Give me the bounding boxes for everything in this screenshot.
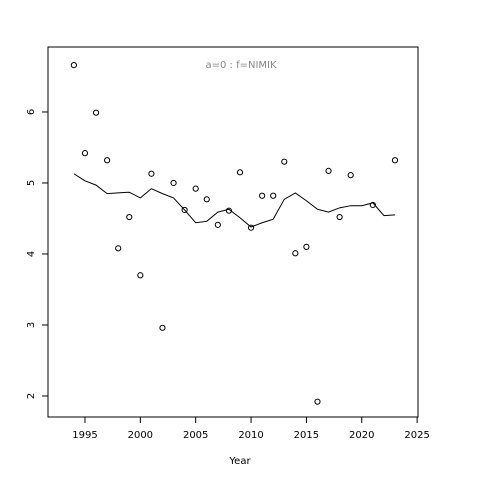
x-tick-label: 2005 [183, 430, 208, 441]
point [104, 157, 111, 164]
point [270, 192, 277, 199]
y-tick-label: 2 [26, 393, 37, 399]
x-tick-label: 2015 [294, 430, 319, 441]
y-tick-label: 5 [26, 180, 37, 186]
point [214, 221, 221, 228]
point [115, 245, 122, 252]
x-tick-label: 2020 [349, 430, 374, 441]
point [192, 185, 199, 192]
y-tick-label: 3 [26, 322, 37, 328]
point [247, 224, 255, 231]
x-tick-label: 2010 [238, 430, 263, 441]
point [92, 109, 100, 116]
point [126, 213, 133, 221]
point [314, 398, 321, 405]
point [81, 150, 89, 157]
point [347, 172, 354, 179]
x-tick-label: 1995 [72, 430, 97, 441]
plot-frame [47, 46, 419, 418]
point [70, 62, 78, 69]
point [148, 170, 155, 177]
y-tick-label: 4 [26, 251, 37, 257]
point [181, 206, 188, 214]
point [336, 213, 343, 221]
point [159, 324, 166, 331]
point [137, 272, 144, 279]
point [281, 158, 288, 165]
x-tick-label: 2025 [404, 430, 429, 441]
y-tick-label: 6 [26, 109, 37, 115]
point [303, 243, 310, 250]
point [203, 196, 210, 203]
point [259, 192, 266, 199]
point [292, 250, 299, 257]
point [236, 169, 244, 176]
point [170, 179, 177, 187]
x-tick-label: 2000 [128, 430, 153, 441]
chart-title: a=0 : f=NIMIK [205, 60, 277, 71]
point [391, 157, 399, 164]
point [325, 167, 332, 175]
line [73, 173, 396, 228]
x-axis-label: Year [228, 456, 251, 467]
